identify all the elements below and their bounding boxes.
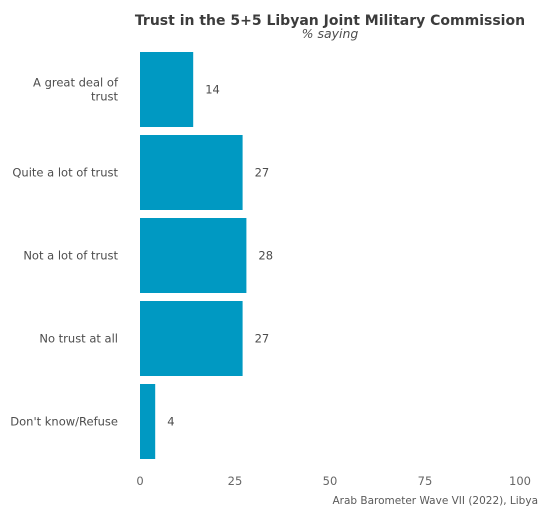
data-label: 28 [258,249,273,263]
data-label: 14 [205,83,220,97]
chart-title: Trust in the 5+5 Libyan Joint Military C… [135,13,525,29]
category-label-line: No trust at all [39,332,118,346]
bar [140,301,243,376]
category-label-line: trust [91,90,119,104]
category-label: Not a lot of trust [23,249,118,263]
bar [140,52,194,127]
category-label: A great deal of trust [33,76,119,104]
source-caption: Arab Barometer Wave VII (2022), Libya [332,495,538,506]
data-label: 27 [255,332,270,346]
category-label: Don't know/Refuse [10,415,118,429]
x-tick-label: 50 [323,474,338,488]
category-label-line: Not a lot of trust [23,249,118,263]
data-label: 4 [167,415,174,429]
data-label: 27 [255,166,270,180]
category-labels: A great deal of trust Quite a lot of trust… [10,76,119,429]
category-label: Quite a lot of trust [12,166,118,180]
x-axis-ticks: 0 25 50 75 100 [136,474,531,488]
category-label-line: A great deal of [33,76,119,90]
bars-group [140,52,247,459]
value-labels: 14 27 28 27 4 [167,83,273,429]
x-tick-label: 0 [136,474,143,488]
x-tick-label: 75 [418,474,433,488]
category-label: No trust at all [39,332,118,346]
x-tick-label: 100 [509,474,531,488]
bar [140,135,243,210]
category-label-line: Don't know/Refuse [10,415,118,429]
bar [140,218,247,293]
chart-subtitle: % saying [302,26,359,41]
category-label-line: Quite a lot of trust [12,166,118,180]
bar [140,384,156,459]
x-tick-label: 25 [228,474,243,488]
